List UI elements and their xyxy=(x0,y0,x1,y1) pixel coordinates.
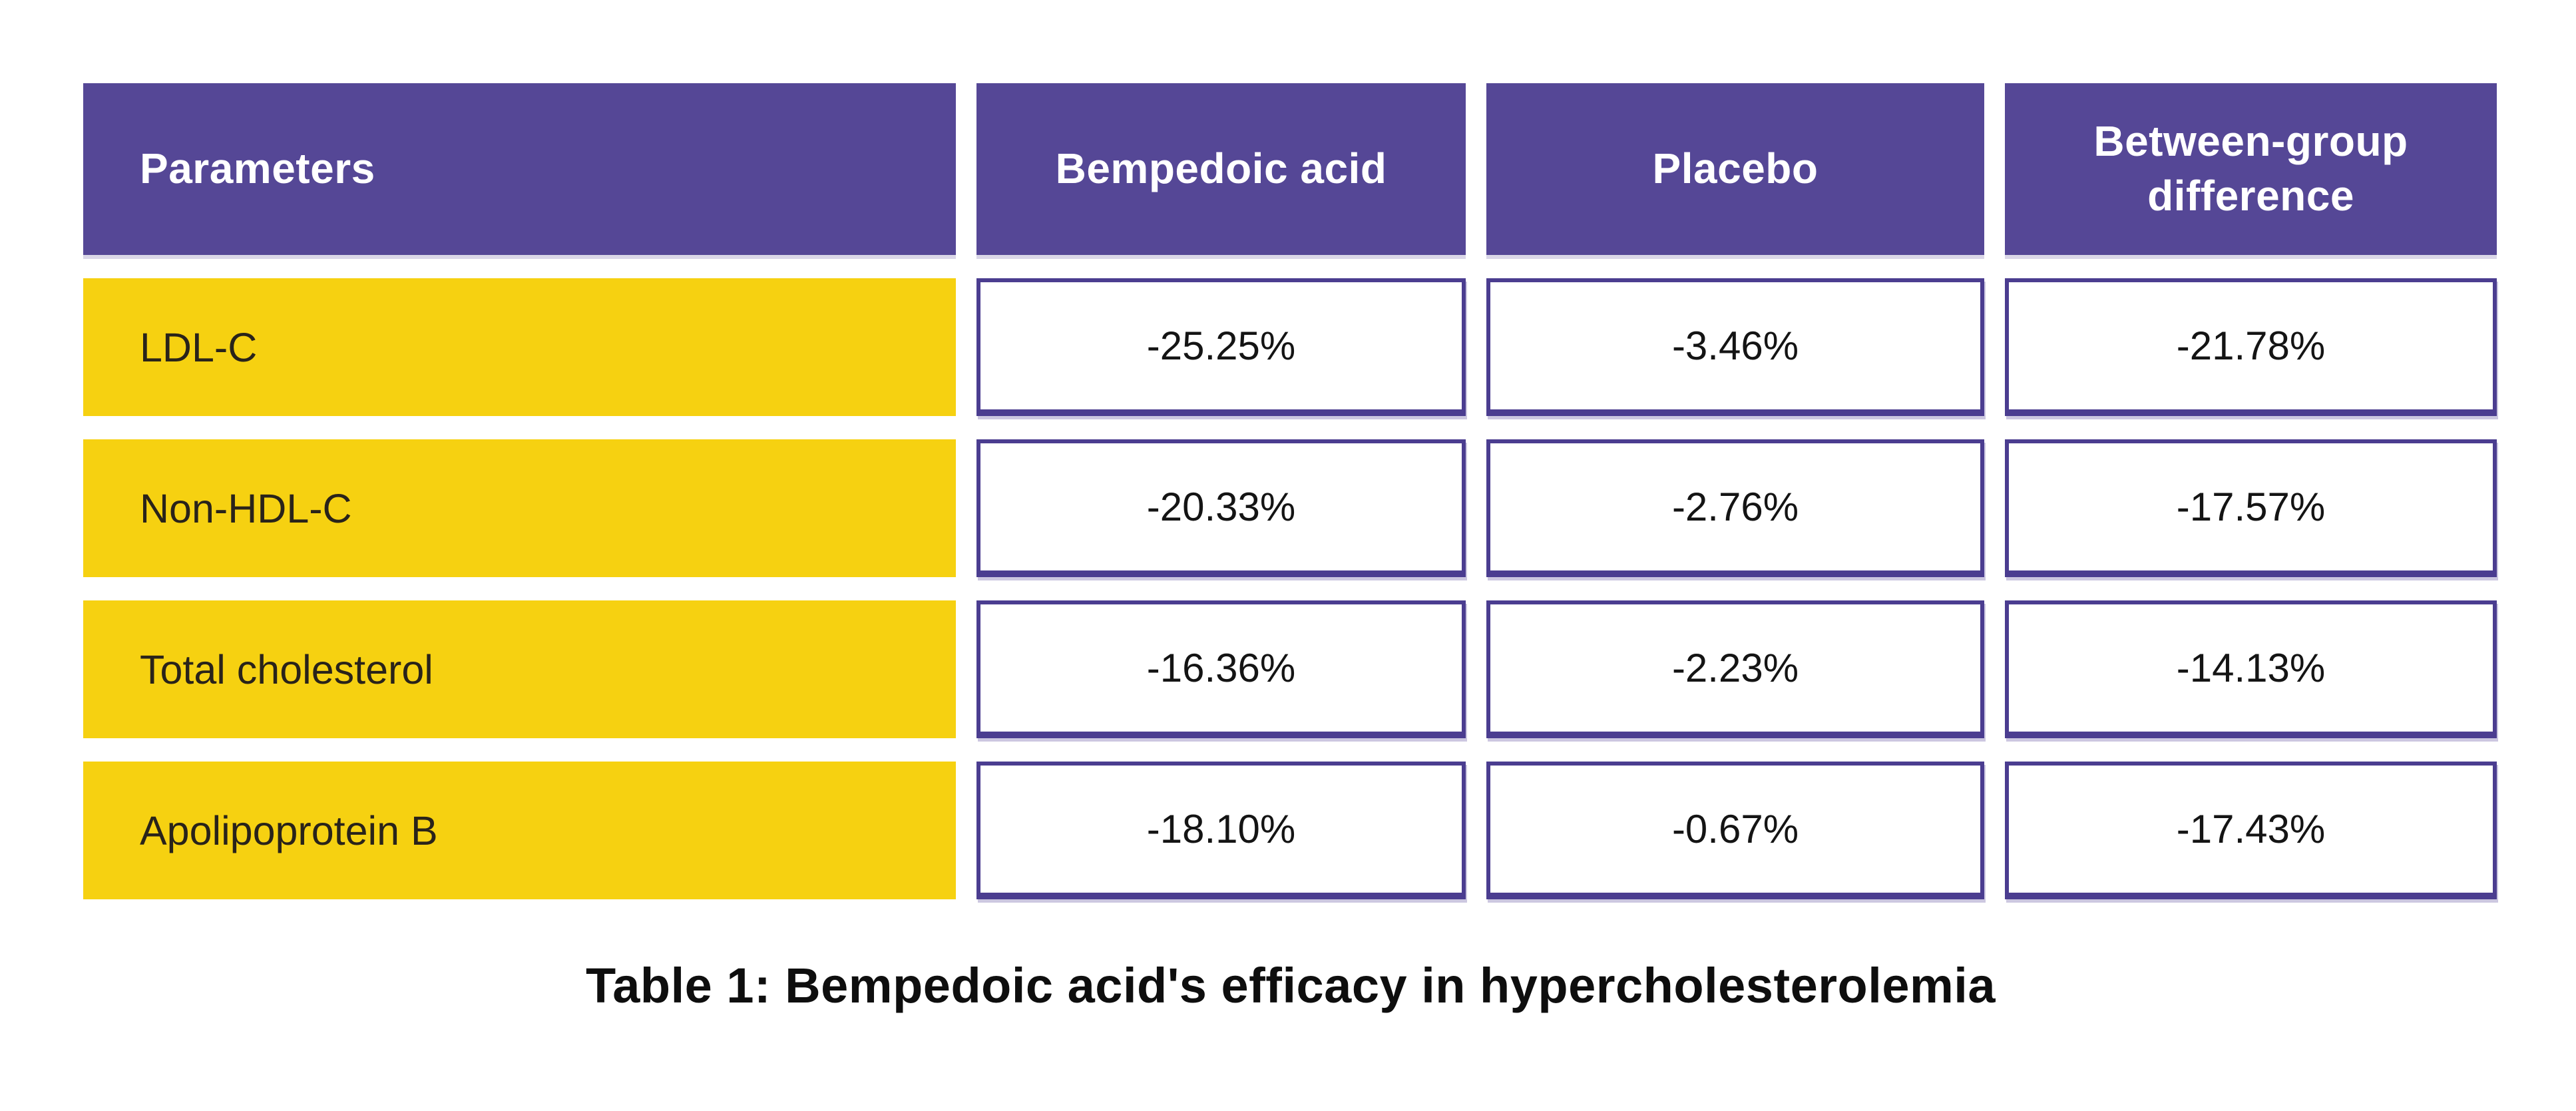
value-cell: -17.43% xyxy=(2005,762,2497,899)
param-cell-ldl-c: LDL-C xyxy=(83,278,956,416)
value-cell: -16.36% xyxy=(976,600,1466,738)
value-cell: -20.33% xyxy=(976,439,1466,577)
header-cell-bempedoic-acid: Bempedoic acid xyxy=(976,83,1466,255)
param-cell-apolipoprotein-b: Apolipoprotein B xyxy=(83,762,956,899)
param-cell-non-hdl-c: Non-HDL-C xyxy=(83,439,956,577)
value-cell: -0.67% xyxy=(1486,762,1984,899)
value-cell: -14.13% xyxy=(2005,600,2497,738)
param-cell-total-cholesterol: Total cholesterol xyxy=(83,600,956,738)
value-cell: -18.10% xyxy=(976,762,1466,899)
value-cell: -21.78% xyxy=(2005,278,2497,416)
value-cell: -2.76% xyxy=(1486,439,1984,577)
header-cell-parameters: Parameters xyxy=(83,83,956,255)
header-cell-between-group-difference: Between-group difference xyxy=(2005,83,2497,255)
value-cell: -17.57% xyxy=(2005,439,2497,577)
header-cell-placebo: Placebo xyxy=(1486,83,1984,255)
value-cell: -3.46% xyxy=(1486,278,1984,416)
table-caption: Table 1: Bempedoic acid's efficacy in hy… xyxy=(586,958,1996,1013)
value-cell: -25.25% xyxy=(976,278,1466,416)
efficacy-table: Parameters Bempedoic acid Placebo Betwee… xyxy=(83,83,2497,899)
value-cell: -2.23% xyxy=(1486,600,1984,738)
